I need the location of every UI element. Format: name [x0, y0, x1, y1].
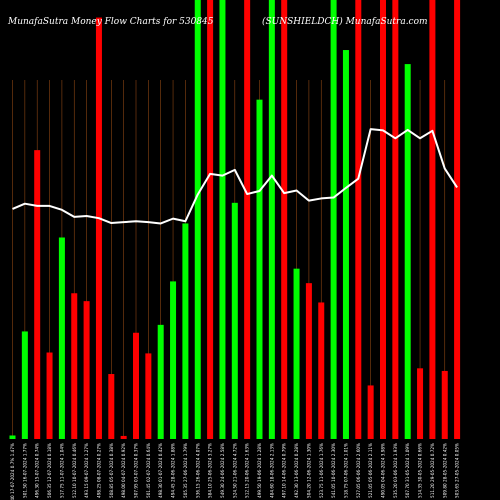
- bar-25: [305, 283, 312, 439]
- x-tick-label: 584.10 25-06-2024 3.27%: [208, 443, 213, 498]
- bar-1: [9, 435, 16, 439]
- x-tick-label: 507.95 03-07-2024 0.37%: [134, 443, 139, 498]
- x-tick-label: 484.60 18-06-2024 2.13%: [269, 443, 274, 498]
- x-tick-label: 517.75 11-07-2024 1.04%: [59, 443, 64, 498]
- x-tick-label: 493.15 09-07-2024 1.27%: [84, 443, 89, 498]
- x-tick-label: 498.25 08-07-2024 0.27%: [96, 443, 101, 498]
- bar-28: [342, 50, 349, 440]
- x-tick-label: 503.65 27-05-2024 0.05%: [455, 443, 460, 498]
- bar-8: [95, 17, 102, 440]
- x-tick-label: 541.05 10-06-2024 2.30%: [331, 443, 336, 498]
- x-tick-label: 535.20 03-06-2024 1.93%: [393, 443, 398, 498]
- bars: [9, 0, 461, 440]
- x-tick-label: 492.30 13-06-2024 0.28%: [294, 443, 299, 498]
- x-tick-label: 523.75 11-06-2024 1.76%: [319, 443, 324, 498]
- bar-35: [429, 0, 436, 439]
- x-tick-label: 506.35 12-07-2024 0.18%: [47, 443, 52, 498]
- bar-24: [293, 268, 300, 439]
- x-tick-label: 504.20 12-06-2024 1.30%: [306, 443, 311, 498]
- x-tick-label: 509.80 28-05-2024 0.42%: [442, 443, 447, 498]
- x-axis-ticks: 504.40 17-07-2024 0.7% 1.47% 501.50 16-07…: [10, 443, 460, 500]
- bar-22: [268, 0, 275, 439]
- chart-title-left: MunafaSutra Money Flow Charts for 530845: [7, 17, 214, 27]
- bar-34: [417, 368, 424, 439]
- bar-30: [367, 385, 374, 439]
- bar-33: [404, 64, 411, 440]
- x-tick-label: 524.50 21-06-2024 4.72%: [232, 443, 237, 498]
- bar-7: [83, 301, 90, 439]
- x-tick-label: 512.15 20-06-2024 1.63%: [245, 443, 250, 498]
- bar-15: [182, 223, 189, 439]
- money-flow-line: [12, 128, 458, 225]
- x-tick-label: 514.35 30-05-2024 0.66%: [418, 443, 423, 498]
- bar-6: [71, 293, 78, 439]
- x-tick-label: 511.20 29-05-2024 0.72%: [430, 443, 435, 498]
- bar-11: [133, 332, 139, 439]
- bar-18: [219, 0, 226, 439]
- x-tick-label: 549.30 24-06-2024 2.58%: [220, 443, 225, 498]
- bar-31: [380, 0, 386, 439]
- x-tick-label: 494.45 28-06-2024 1.88%: [171, 443, 176, 498]
- bar-32: [392, 0, 399, 439]
- x-tick-label: 512.10 10-07-2024 0.46%: [72, 443, 77, 498]
- x-tick-label: 501.50 16-07-2024 1.77%: [22, 443, 27, 498]
- bar-37: [454, 0, 461, 439]
- x-tick-label: 505.35 27-06-2024 1.79%: [183, 443, 188, 498]
- x-tick-label: 498.00 04-07-2024 0.92%: [121, 443, 126, 498]
- bar-4: [46, 352, 53, 439]
- bar-17: [207, 0, 214, 439]
- x-tick-label: 499.50 19-06-2024 1.28%: [257, 443, 262, 498]
- bar-16: [194, 0, 201, 439]
- bar-5: [58, 237, 65, 439]
- x-tick-label: 496.30 15-07-2024 0.74%: [35, 443, 40, 498]
- x-tick-label: 527.05 06-06-2024 2.60%: [356, 443, 361, 498]
- x-tick-label: 490.05 04-06-2024 3.98%: [381, 443, 386, 498]
- bar-9: [108, 374, 115, 439]
- bar-10: [120, 435, 127, 439]
- x-tick-label: 536.15 26-06-2024 4.07%: [195, 443, 200, 498]
- bar-36: [441, 370, 448, 439]
- bar-12: [145, 353, 152, 439]
- bar-14: [170, 281, 177, 439]
- bar-21: [256, 99, 263, 439]
- bar-2: [21, 331, 28, 439]
- x-tick-label: 508.85 05-07-2024 0.38%: [109, 443, 114, 498]
- x-tick-label: 507.70 31-05-2024 1.09%: [405, 443, 410, 498]
- x-tick-label: 498.30 01-07-2024 0.42%: [158, 443, 163, 498]
- bar-20: [244, 0, 251, 439]
- x-tick-label: 497.10 14-06-2024 0.79%: [282, 443, 287, 498]
- x-tick-label: 521.05 05-06-2024 2.11%: [368, 443, 373, 498]
- bar-13: [157, 324, 164, 439]
- x-tick-label: 501.45 02-07-2024 0.64%: [146, 443, 151, 498]
- bar-29: [355, 0, 362, 439]
- money-flow-line-layer: [12, 128, 458, 225]
- x-tick-label: 504.40 17-07-2024 0.7% 1.47%: [10, 443, 15, 500]
- x-tick-label: 518.75 07-06-2024 1.01%: [343, 443, 348, 498]
- bar-19: [231, 202, 238, 439]
- bar-27: [330, 0, 337, 439]
- bar-26: [318, 302, 325, 439]
- chart-title-right: (SUNSHIELDCH) MunafaSutra.com: [262, 16, 428, 27]
- bar-3: [34, 150, 41, 439]
- bar-23: [281, 0, 288, 439]
